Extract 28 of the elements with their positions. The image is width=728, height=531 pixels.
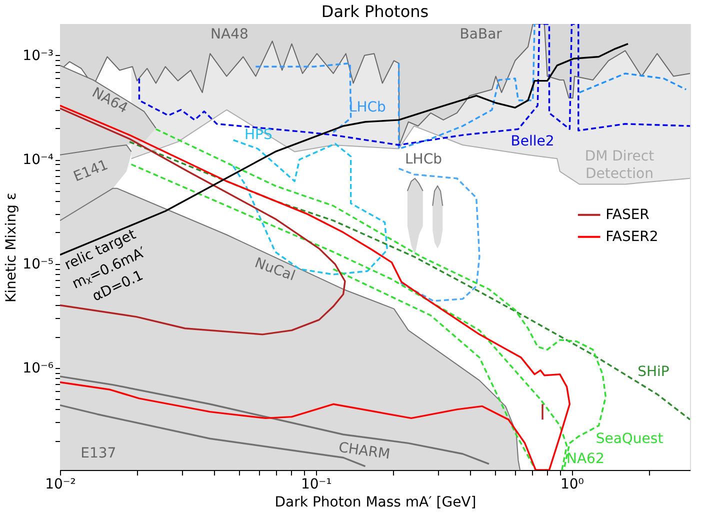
- annotation: SeaQuest: [596, 430, 664, 447]
- annotation: BaBar: [460, 26, 502, 43]
- x-axis-title: Dark Photon Mass mA′ [GeV]: [274, 494, 476, 510]
- annotation: E137: [80, 446, 116, 462]
- annotation: E141: [71, 157, 110, 186]
- y-axis-title: Kinetic Mixing ε: [4, 192, 20, 303]
- annotation: LHCb: [405, 152, 442, 168]
- annotation: CHARM: [338, 440, 391, 463]
- x-tick-label: 10⁻¹: [300, 476, 332, 492]
- annotation: SHiP: [638, 364, 670, 380]
- y-tick-label: 10⁻⁵: [22, 256, 54, 272]
- annotation: NA48: [210, 26, 248, 43]
- y-tick-label: 10⁻⁴: [22, 152, 54, 168]
- chart-title: Dark Photons: [321, 2, 429, 21]
- annotation: NuCal: [252, 255, 298, 284]
- y-tick-label: 10⁻⁶: [22, 360, 54, 376]
- legend-label: FASER2: [606, 228, 658, 245]
- x-tick-label: 10⁰: [560, 476, 584, 492]
- legend-label: FASER: [606, 206, 650, 223]
- annotation: NA62: [566, 450, 604, 467]
- annotation: Belle2: [510, 134, 554, 150]
- line-series: [406, 178, 424, 192]
- x-tick-label: 10⁻²: [45, 476, 76, 492]
- annotation: HPS: [244, 127, 272, 144]
- annotation: LHCb: [348, 99, 386, 116]
- y-tick-label: 10⁻³: [22, 48, 54, 64]
- annotation: DM Direct: [584, 148, 655, 164]
- annotation: Detection: [585, 166, 654, 182]
